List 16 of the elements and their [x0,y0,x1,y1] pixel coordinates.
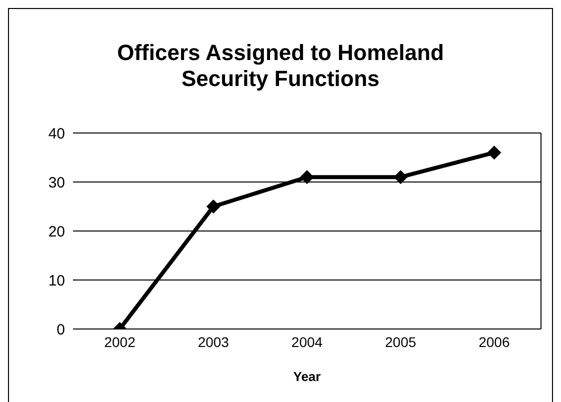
x-axis-title: Year [293,369,321,384]
y-tick-label: 40 [48,125,65,142]
x-tick-label: 2004 [291,334,323,350]
y-tick-label: 30 [48,174,65,192]
x-tick-label: 2002 [104,334,136,350]
y-tick-label: 20 [48,223,65,240]
point [394,170,408,184]
y-tick-label: 0 [56,321,65,338]
point [206,200,220,214]
point [487,146,502,160]
chart-title: Officers Assigned to Homeland Security Functions [116,39,445,93]
x-tick-label: 2003 [198,334,230,350]
y-tick-label: 10 [48,272,65,290]
x-tick-label: 2006 [478,334,510,350]
x-tick-label: 2005 [385,334,416,350]
point [300,170,314,184]
